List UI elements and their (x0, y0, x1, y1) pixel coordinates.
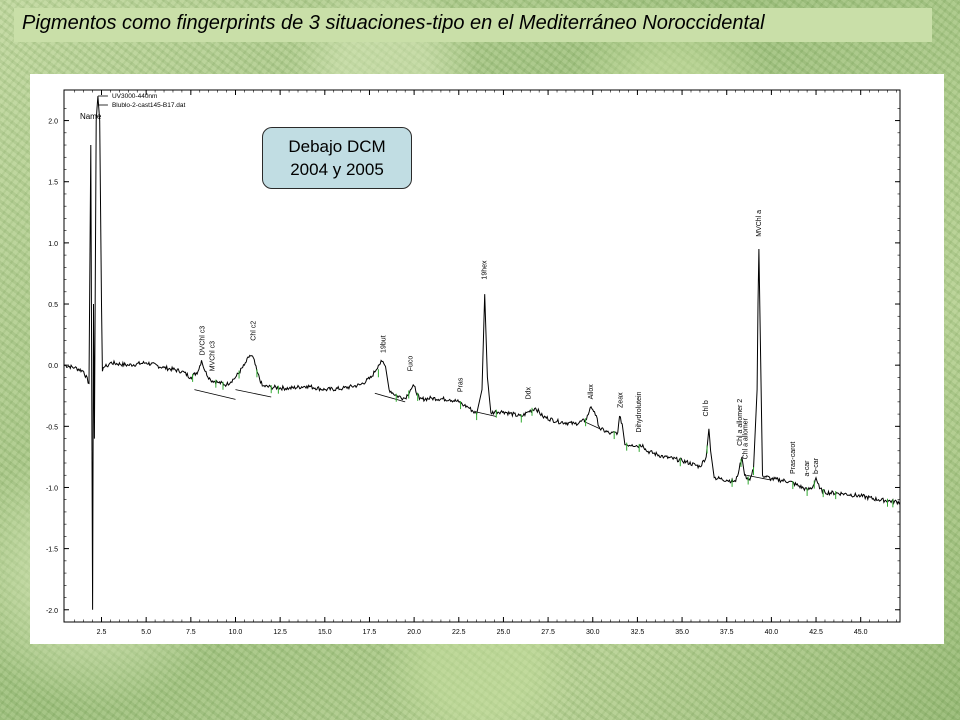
x-tick-label: 30.0 (586, 629, 600, 636)
x-tick-label: 2.5 (97, 629, 107, 636)
peak-label: 19but (381, 335, 388, 353)
x-tick-label: 40.0 (765, 629, 779, 636)
peak-label: Chl c2 (250, 321, 257, 341)
baseline-segment (374, 392, 406, 403)
y-tick-label: 1.0 (48, 241, 58, 248)
peak-label: 19hex (482, 260, 489, 280)
peak-label: Zeax (617, 392, 624, 408)
peak-label: Pras (458, 377, 465, 392)
legend-entry: Blublo-2-cast145-B17.dat (112, 102, 186, 109)
peak-label: Dihydrolutein (636, 391, 643, 432)
x-tick-label: 27.5 (541, 629, 555, 636)
y-tick-label: -1.0 (46, 485, 58, 492)
chromatogram-chart: 2.0 1.5 1.0 0.5 0.0 -0.5 -1.0 -1.5 -2.0 2.5 5.0 7.5… (46, 89, 901, 636)
peak-label: Chl b (703, 400, 710, 416)
x-tick-label: 10.0 (229, 629, 243, 636)
x-tick-label: 35.0 (675, 629, 689, 636)
x-tick-label: 37.5 (720, 629, 734, 636)
y-tick-label: 0.0 (48, 363, 58, 370)
peak-label: Fuco (408, 356, 415, 372)
y-tick-label: 1.5 (48, 180, 58, 187)
legend-entry: Name (80, 112, 102, 121)
depth-note-box: Debajo DCM 2004 y 2005 (262, 127, 412, 189)
peak-label: DVChl c3 (199, 326, 206, 356)
x-tick-label: 15.0 (318, 629, 332, 636)
baseline-segment (474, 411, 497, 417)
depth-note-line1: Debajo DCM (288, 137, 386, 156)
chromatogram-trace (63, 96, 901, 610)
x-tick-label: 32.5 (631, 629, 645, 636)
peak-label: Chl a allomer 2 (737, 399, 744, 446)
title-bar (14, 8, 932, 42)
peak-label: MVChl c3 (209, 341, 216, 371)
legend-entry: UV3000-440nm (112, 93, 158, 100)
chromatogram-panel: 2.0 1.5 1.0 0.5 0.0 -0.5 -1.0 -1.5 -2.0 2.5 5.0 7.5… (30, 74, 944, 644)
baseline-segment (194, 389, 236, 400)
x-tick-label: 7.5 (186, 629, 196, 636)
y-tick-label: 2.0 (48, 119, 58, 126)
baseline-segment (583, 421, 601, 430)
y-tick-label: -2.0 (46, 608, 58, 615)
peak-label: Pras-carot (790, 442, 797, 474)
x-tick-label: 17.5 (363, 629, 377, 636)
x-tick-label: 42.5 (809, 629, 823, 636)
y-tick-label: 0.5 (48, 302, 58, 309)
x-tick-label: 20.0 (407, 629, 421, 636)
depth-note-line2: 2004 y 2005 (290, 160, 384, 179)
x-tick-label: 12.5 (273, 629, 287, 636)
x-tick-label: 45.0 (854, 629, 868, 636)
y-tick-label: -1.5 (46, 547, 58, 554)
x-tick-label: 5.0 (141, 629, 151, 636)
plot-frame (63, 89, 901, 623)
peak-label: MVChl a (756, 210, 763, 237)
peak-label: a-car (804, 460, 811, 477)
x-tick-label: 22.5 (452, 629, 466, 636)
x-tick-label: 25.0 (497, 629, 511, 636)
peak-label: Ddx (525, 386, 532, 399)
y-tick-label: -0.5 (46, 424, 58, 431)
baseline-segment (235, 389, 272, 398)
peak-label: Chl a allomer (742, 417, 749, 459)
peak-label: Allox (588, 384, 595, 400)
slide-title: Pigmentos como fingerprints de 3 situaci… (22, 12, 765, 34)
baseline-segment (746, 474, 772, 481)
peak-label: b-car (813, 457, 820, 474)
